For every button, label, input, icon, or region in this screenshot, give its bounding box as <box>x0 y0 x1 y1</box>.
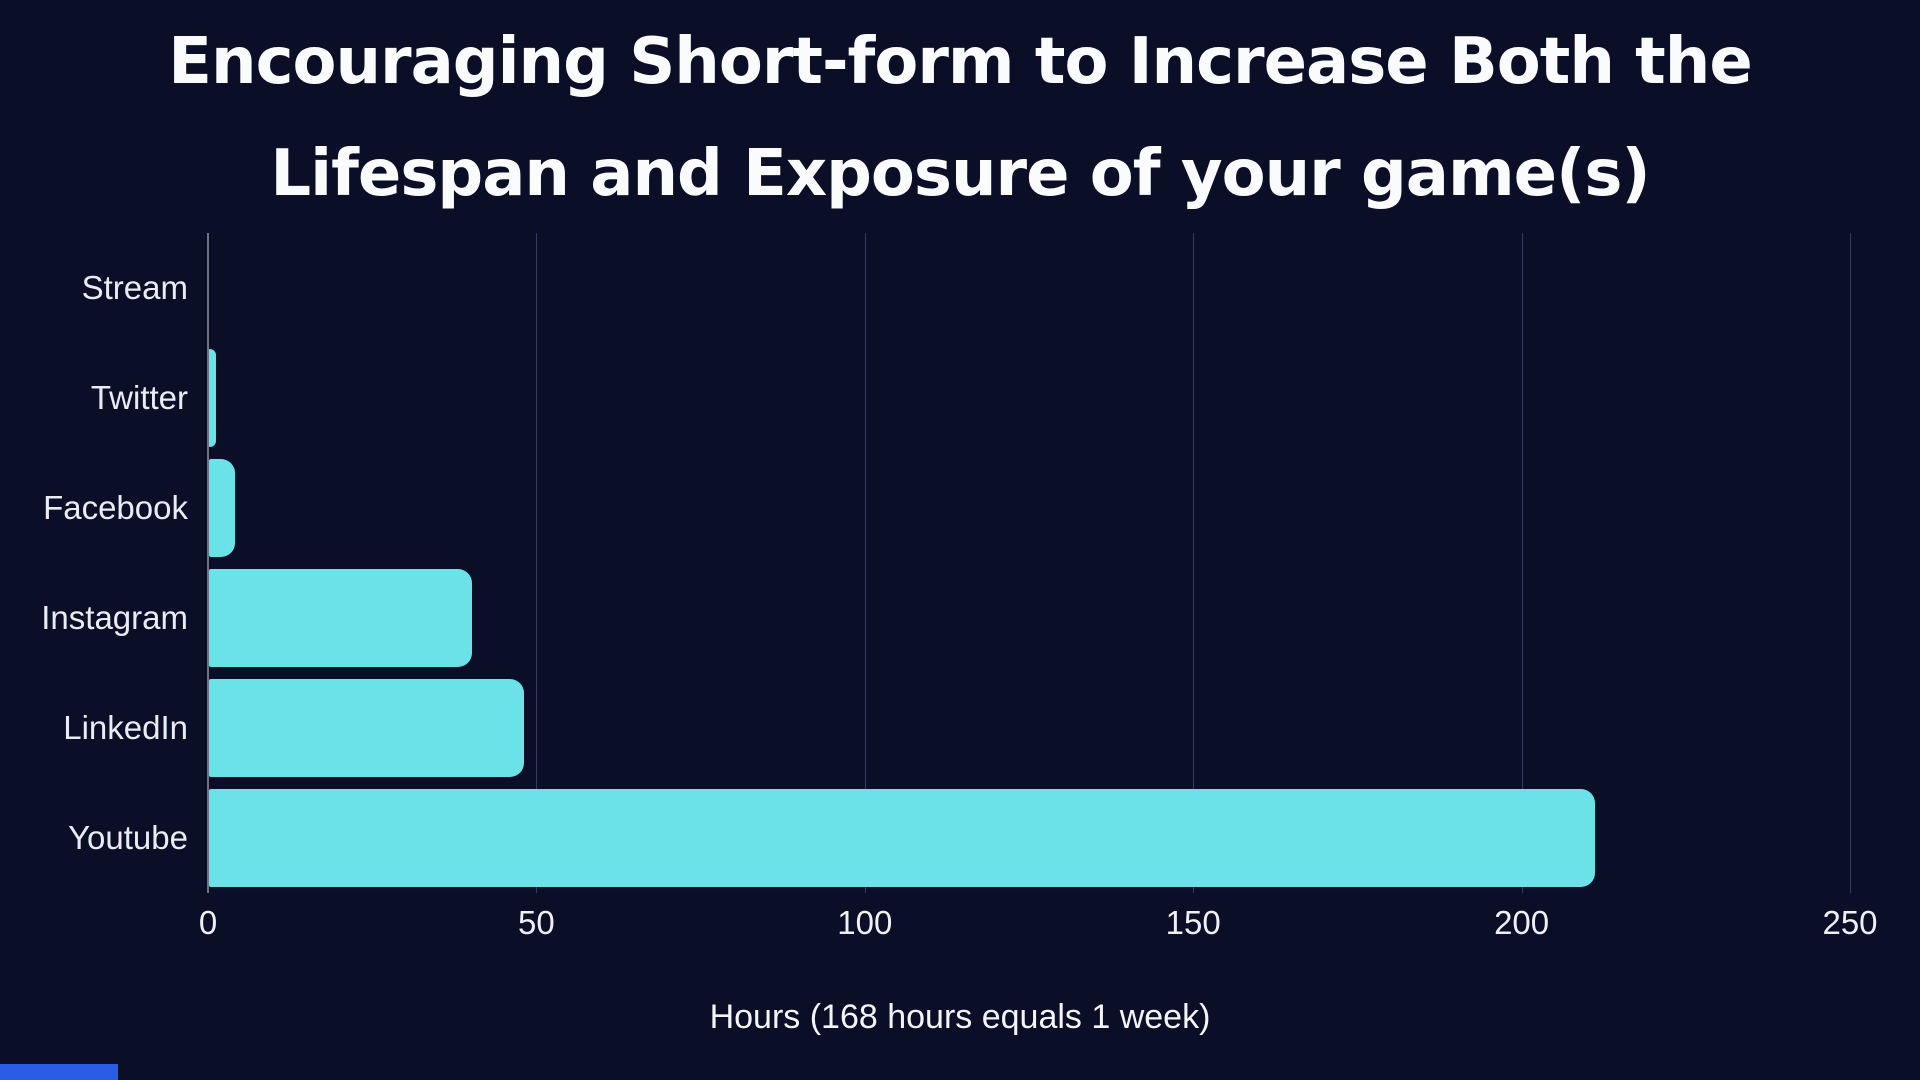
bar-row-facebook <box>208 453 1850 563</box>
chart-title-line2: Lifespan and Exposure of your game(s) <box>270 137 1650 211</box>
x-tick-label-50: 50 <box>518 904 555 941</box>
bar-youtube <box>209 789 1595 887</box>
bar-linkedin <box>209 679 525 777</box>
gridline-x-250 <box>1850 233 1851 893</box>
gridline-x-50 <box>536 233 538 893</box>
x-tick-label-150: 150 <box>1165 904 1221 941</box>
bar-twitter <box>209 349 216 447</box>
y-axis-label-instagram: Instagram <box>41 599 188 636</box>
gridline-x-100 <box>864 233 866 893</box>
bar-row-linkedin <box>208 673 1850 783</box>
bar-row-instagram <box>208 563 1850 673</box>
y-axis-label-facebook: Facebook <box>43 489 188 526</box>
y-axis-label-youtube: Youtube <box>68 819 188 856</box>
y-axis-line <box>207 233 209 893</box>
gridline-x-150 <box>1193 233 1195 893</box>
window-corner-artifact <box>0 1064 118 1080</box>
x-axis-title: Hours (168 hours equals 1 week) <box>709 998 1211 1036</box>
y-axis-label-stream: Stream <box>81 269 188 306</box>
x-tick-label-0: 0 <box>198 904 218 941</box>
bar-row-stream <box>208 233 1850 343</box>
chart-title: Encouraging Short-form to Increase Both … <box>0 6 1920 230</box>
gridline-x-200 <box>1521 233 1523 893</box>
y-axis-label-linkedin: LinkedIn <box>63 709 188 746</box>
x-tick-label-100: 100 <box>837 904 893 941</box>
plot-area <box>207 233 1851 893</box>
x-tick-label-200: 200 <box>1494 904 1550 941</box>
bar-facebook <box>209 459 236 557</box>
bar-row-twitter <box>208 343 1850 453</box>
y-axis-label-twitter: Twitter <box>90 379 188 416</box>
x-tick-label-250: 250 <box>1822 904 1878 941</box>
chart-title-line1: Encouraging Short-form to Increase Both … <box>168 25 1752 99</box>
bar-instagram <box>209 569 472 667</box>
bar-row-youtube <box>208 783 1850 893</box>
